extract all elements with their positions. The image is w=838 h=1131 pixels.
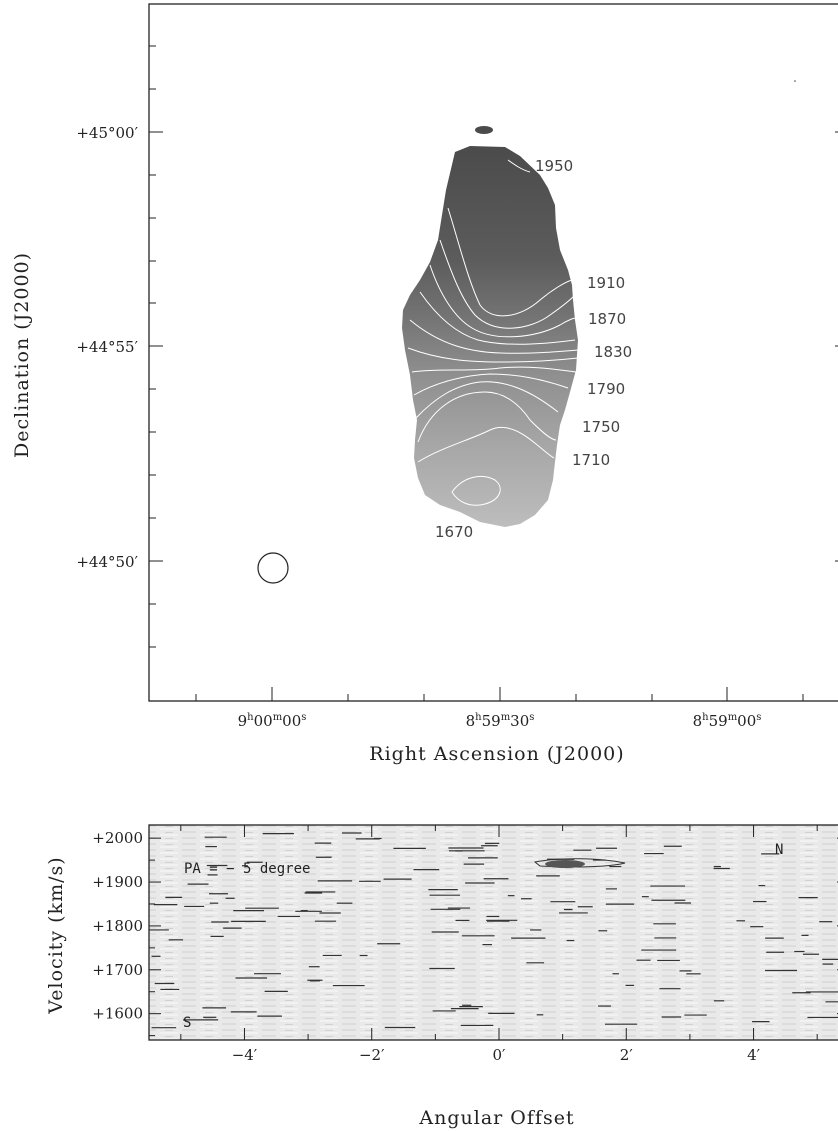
- pv-x-tick-label: 4′: [747, 1046, 761, 1064]
- pv-y-tick-label: +1900: [92, 873, 143, 891]
- x-tick-label-3: 8h59m00s: [693, 712, 762, 730]
- y-axis-title: Declination (J2000): [11, 252, 33, 458]
- contour-label-1910: 1910: [587, 274, 625, 292]
- velocity-field-panel: 1950 1910 1870 1830 1790 1750 1710 1670 …: [11, 3, 838, 765]
- pv-x-axis-title: Angular Offset: [418, 1107, 574, 1129]
- velocity-field-ticks: [149, 45, 838, 701]
- beam-ellipse: [257, 552, 289, 584]
- galaxy-velocity-map: [402, 126, 579, 527]
- contour-label-1710: 1710: [572, 451, 610, 469]
- galaxy-region: [402, 146, 578, 527]
- pv-peak-north: [545, 860, 585, 868]
- y-tick-label-3: +44°50′: [76, 553, 138, 571]
- galaxy-knot: [475, 126, 493, 134]
- pv-x-tick-label: 0′: [493, 1046, 507, 1064]
- pv-y-tick-labels: +2000 +1900 +1800 +1700 +1600: [92, 829, 143, 1023]
- contour-label-1750: 1750: [582, 418, 620, 436]
- pv-x-tick-label: 2′: [620, 1046, 634, 1064]
- y-tick-label-2: +44°55′: [76, 338, 138, 356]
- pv-y-tick-label: +1800: [92, 917, 143, 935]
- pv-y-tick-label: +2000: [92, 829, 143, 847]
- isovelocity-contours: [407, 159, 579, 506]
- north-label: N: [775, 842, 783, 858]
- pv-x-tick-label: −4′: [232, 1046, 258, 1064]
- x-axis-title: Right Ascension (J2000): [369, 743, 624, 765]
- pv-x-tick-labels: −4′ −2′ 0′ 2′ 4′: [232, 1046, 761, 1064]
- pv-y-tick-label: +1700: [92, 961, 143, 979]
- noise-dot: [794, 80, 796, 82]
- contour-label-1670: 1670: [435, 523, 473, 541]
- pv-emission: [533, 858, 626, 868]
- x-tick-label-1: 9h00m00s: [238, 712, 307, 730]
- y-tick-label-1: +45°00′: [76, 124, 138, 142]
- pv-y-axis-title: Velocity (km/s): [45, 856, 67, 1014]
- pv-background: [149, 825, 838, 1040]
- contour-label-1790: 1790: [587, 380, 625, 398]
- contour-label-1950: 1950: [535, 157, 573, 175]
- pv-x-tick-label: −2′: [359, 1046, 385, 1064]
- pa-annotation: PA = − 5 degree: [184, 861, 310, 877]
- contour-label-1830: 1830: [594, 343, 632, 361]
- x-tick-label-2: 8h59m30s: [466, 712, 535, 730]
- pv-y-tick-label: +1600: [92, 1005, 143, 1023]
- position-velocity-panel: PA = − 5 degree N S +2000 +1900 +1800 +1700…: [45, 824, 838, 1129]
- south-label: S: [183, 1015, 191, 1031]
- pv-ticks: [149, 825, 838, 1040]
- contour-label-1870: 1870: [588, 310, 626, 328]
